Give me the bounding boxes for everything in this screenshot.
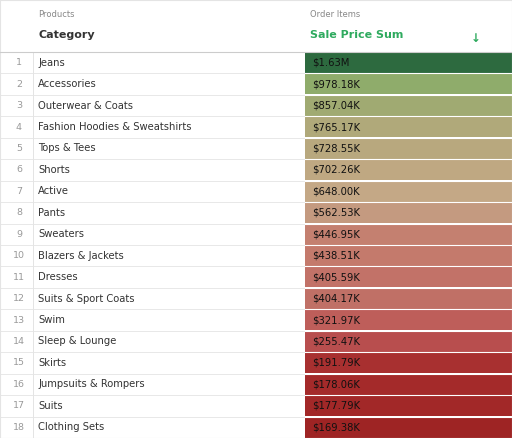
Text: $191.79K: $191.79K: [312, 358, 360, 368]
Bar: [305, 223, 512, 244]
Text: Order Items: Order Items: [310, 10, 360, 19]
Text: $728.55K: $728.55K: [312, 144, 360, 153]
Text: $255.47K: $255.47K: [312, 336, 360, 346]
Bar: [305, 374, 512, 395]
Text: $404.17K: $404.17K: [312, 293, 360, 304]
Text: $169.38K: $169.38K: [312, 422, 360, 432]
Text: Clothing Sets: Clothing Sets: [38, 422, 104, 432]
Text: Fashion Hoodies & Sweatshirts: Fashion Hoodies & Sweatshirts: [38, 122, 192, 132]
Text: $765.17K: $765.17K: [312, 122, 360, 132]
Text: 18: 18: [13, 423, 25, 432]
Text: 6: 6: [16, 166, 22, 174]
Text: 2: 2: [16, 80, 22, 88]
Bar: [305, 288, 512, 309]
Text: $178.06K: $178.06K: [312, 379, 360, 389]
Text: Tops & Tees: Tops & Tees: [38, 144, 96, 153]
Text: Suits & Sport Coats: Suits & Sport Coats: [38, 293, 135, 304]
Text: Shorts: Shorts: [38, 165, 70, 175]
Bar: [305, 159, 512, 180]
Text: 17: 17: [13, 401, 25, 410]
Text: Category: Category: [38, 30, 95, 40]
Text: $857.04K: $857.04K: [312, 101, 360, 111]
Bar: [305, 180, 512, 201]
Text: Dresses: Dresses: [38, 272, 78, 282]
Text: $1.63M: $1.63M: [312, 58, 350, 68]
Text: Outerwear & Coats: Outerwear & Coats: [38, 101, 134, 111]
Text: $702.26K: $702.26K: [312, 165, 360, 175]
Text: 1: 1: [16, 58, 22, 67]
Text: 11: 11: [13, 273, 25, 282]
Text: Pants: Pants: [38, 208, 66, 218]
Text: Sweaters: Sweaters: [38, 229, 84, 239]
Text: 4: 4: [16, 123, 22, 131]
Text: 10: 10: [13, 251, 25, 260]
Bar: [305, 52, 512, 73]
Text: $648.00K: $648.00K: [312, 187, 360, 196]
Text: ↓: ↓: [471, 32, 481, 45]
Text: Accessories: Accessories: [38, 79, 97, 89]
Text: $405.59K: $405.59K: [312, 272, 360, 282]
Text: Swim: Swim: [38, 315, 65, 325]
Text: Skirts: Skirts: [38, 358, 67, 368]
Bar: [305, 74, 512, 95]
Bar: [305, 117, 512, 138]
Text: Sleep & Lounge: Sleep & Lounge: [38, 336, 117, 346]
Text: Suits: Suits: [38, 401, 63, 411]
Text: Jumpsuits & Rompers: Jumpsuits & Rompers: [38, 379, 145, 389]
Text: Sale Price Sum: Sale Price Sum: [310, 30, 403, 40]
Text: 13: 13: [13, 315, 25, 325]
Text: 16: 16: [13, 380, 25, 389]
Text: $446.95K: $446.95K: [312, 229, 360, 239]
Text: 15: 15: [13, 358, 25, 367]
Text: $562.53K: $562.53K: [312, 208, 360, 218]
Bar: [305, 331, 512, 352]
Text: $978.18K: $978.18K: [312, 79, 360, 89]
Text: $321.97K: $321.97K: [312, 315, 360, 325]
Text: $438.51K: $438.51K: [312, 251, 360, 261]
Text: 3: 3: [16, 101, 22, 110]
Text: $177.79K: $177.79K: [312, 401, 360, 411]
Text: 8: 8: [16, 208, 22, 217]
Text: 14: 14: [13, 337, 25, 346]
Bar: [305, 202, 512, 223]
Bar: [305, 395, 512, 416]
Text: Products: Products: [38, 10, 75, 19]
Bar: [305, 266, 512, 287]
Bar: [305, 138, 512, 159]
Bar: [305, 417, 512, 438]
Bar: [305, 245, 512, 266]
Text: Blazers & Jackets: Blazers & Jackets: [38, 251, 124, 261]
Text: 9: 9: [16, 230, 22, 239]
Text: Active: Active: [38, 187, 70, 196]
Bar: [305, 95, 512, 116]
Text: 12: 12: [13, 294, 25, 303]
Text: 5: 5: [16, 144, 22, 153]
Text: 7: 7: [16, 187, 22, 196]
Text: Jeans: Jeans: [38, 58, 65, 68]
Bar: [305, 309, 512, 330]
Bar: [305, 352, 512, 373]
